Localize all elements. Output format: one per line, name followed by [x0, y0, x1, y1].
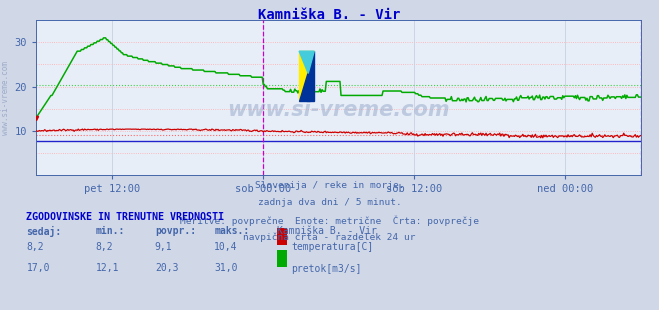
Text: ZGODOVINSKE IN TRENUTNE VREDNOSTI: ZGODOVINSKE IN TRENUTNE VREDNOSTI — [26, 212, 224, 222]
Text: 8,2: 8,2 — [26, 242, 44, 252]
Text: 31,0: 31,0 — [214, 264, 238, 273]
Text: www.si-vreme.com: www.si-vreme.com — [1, 61, 10, 135]
Text: sedaj:: sedaj: — [26, 226, 61, 237]
Text: 20,3: 20,3 — [155, 264, 179, 273]
Polygon shape — [299, 51, 314, 101]
Text: maks.:: maks.: — [214, 226, 249, 236]
Text: pretok[m3/s]: pretok[m3/s] — [291, 264, 362, 273]
Text: zadnja dva dni / 5 minut.: zadnja dva dni / 5 minut. — [258, 198, 401, 207]
Text: 9,1: 9,1 — [155, 242, 173, 252]
Text: Kamniška B. - Vir: Kamniška B. - Vir — [277, 226, 377, 236]
Text: temperatura[C]: temperatura[C] — [291, 242, 374, 252]
Text: 17,0: 17,0 — [26, 264, 50, 273]
Text: navpična črta - razdelek 24 ur: navpična črta - razdelek 24 ur — [243, 232, 416, 242]
Text: 10,4: 10,4 — [214, 242, 238, 252]
Text: www.si-vreme.com: www.si-vreme.com — [227, 100, 449, 120]
Text: 12,1: 12,1 — [96, 264, 119, 273]
Polygon shape — [299, 51, 314, 73]
Text: min.:: min.: — [96, 226, 125, 236]
Text: 8,2: 8,2 — [96, 242, 113, 252]
Text: Slovenija / reke in morje.: Slovenija / reke in morje. — [255, 181, 404, 190]
Text: Kamniška B. - Vir: Kamniška B. - Vir — [258, 8, 401, 22]
Text: Meritve: povprečne  Enote: metrične  Črta: povprečje: Meritve: povprečne Enote: metrične Črta:… — [180, 215, 479, 226]
Text: povpr.:: povpr.: — [155, 226, 196, 236]
Polygon shape — [299, 51, 314, 101]
